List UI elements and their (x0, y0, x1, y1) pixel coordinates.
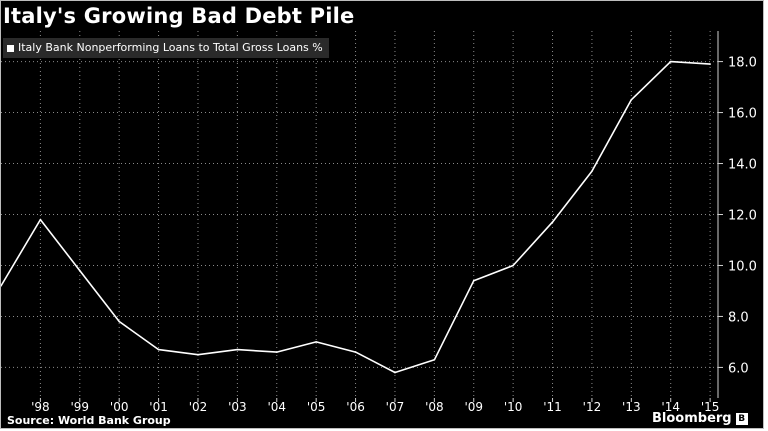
data-point (275, 351, 278, 353)
data-point (78, 269, 81, 272)
data-point (39, 218, 42, 221)
y-tick-label: 16.0 (728, 107, 757, 122)
brand-logo: Bloomberg B (652, 411, 748, 426)
series-layer (1, 60, 711, 374)
x-tick-label: '11 (543, 400, 562, 414)
y-tick-label: 12.0 (728, 209, 757, 224)
data-point (709, 63, 711, 65)
x-tick-label: '08 (425, 400, 444, 414)
legend-swatch (7, 44, 14, 52)
data-point (157, 348, 160, 351)
x-tick-label: '14 (661, 400, 680, 414)
y-tick-label: 10.0 (728, 259, 757, 274)
x-tick-label: '03 (228, 400, 247, 414)
x-tick-label: '05 (307, 400, 326, 414)
y-tick-label: 8.0 (728, 310, 749, 325)
data-point (118, 320, 120, 323)
x-tick-label: '98 (31, 400, 50, 414)
data-point (512, 264, 514, 267)
chart-title: Italy's Growing Bad Debt Pile (3, 4, 355, 28)
source-note: Source: World Bank Group (7, 414, 171, 427)
y-tick-label: 14.0 (728, 158, 757, 173)
grid-layer (1, 31, 718, 398)
x-tick-label: '12 (583, 400, 602, 414)
data-point (630, 99, 633, 101)
x-tick-label: '13 (622, 400, 641, 414)
series-line (1, 60, 711, 374)
y-tick-label: 18.0 (728, 56, 757, 71)
axis-layer (39, 31, 723, 402)
legend-label: Italy Bank Nonperforming Loans to Total … (18, 41, 323, 54)
data-point (472, 279, 475, 282)
data-point (315, 341, 317, 343)
data-point (551, 221, 554, 223)
data-point (433, 358, 436, 361)
x-tick-label: '10 (504, 400, 523, 414)
data-point (197, 353, 199, 356)
data-point (669, 60, 672, 63)
x-tick-label: '06 (346, 400, 365, 414)
brand-badge: B (735, 412, 748, 425)
legend: Italy Bank Nonperforming Loans to Total … (3, 38, 329, 58)
data-point (1, 285, 2, 287)
x-tick-label: '00 (110, 400, 129, 414)
x-tick-label: '09 (464, 400, 483, 414)
x-tick-label: '07 (386, 400, 405, 414)
x-tick-label: '01 (149, 400, 168, 414)
y-tick-label: 6.0 (728, 361, 749, 376)
data-point (591, 170, 593, 172)
x-tick-label: '02 (189, 400, 208, 414)
data-point (354, 351, 357, 353)
brand-name: Bloomberg (652, 411, 732, 426)
x-tick-label: '99 (71, 400, 90, 414)
data-point (394, 371, 396, 374)
data-point (236, 348, 239, 351)
x-tick-label: '04 (267, 400, 286, 414)
label-layer: 6.0 8.0 10.0 12.0 14.0 16.0 18.0 '98 '99 '00 '01 '0… (31, 56, 757, 414)
x-tick-label: '15 (701, 400, 720, 414)
